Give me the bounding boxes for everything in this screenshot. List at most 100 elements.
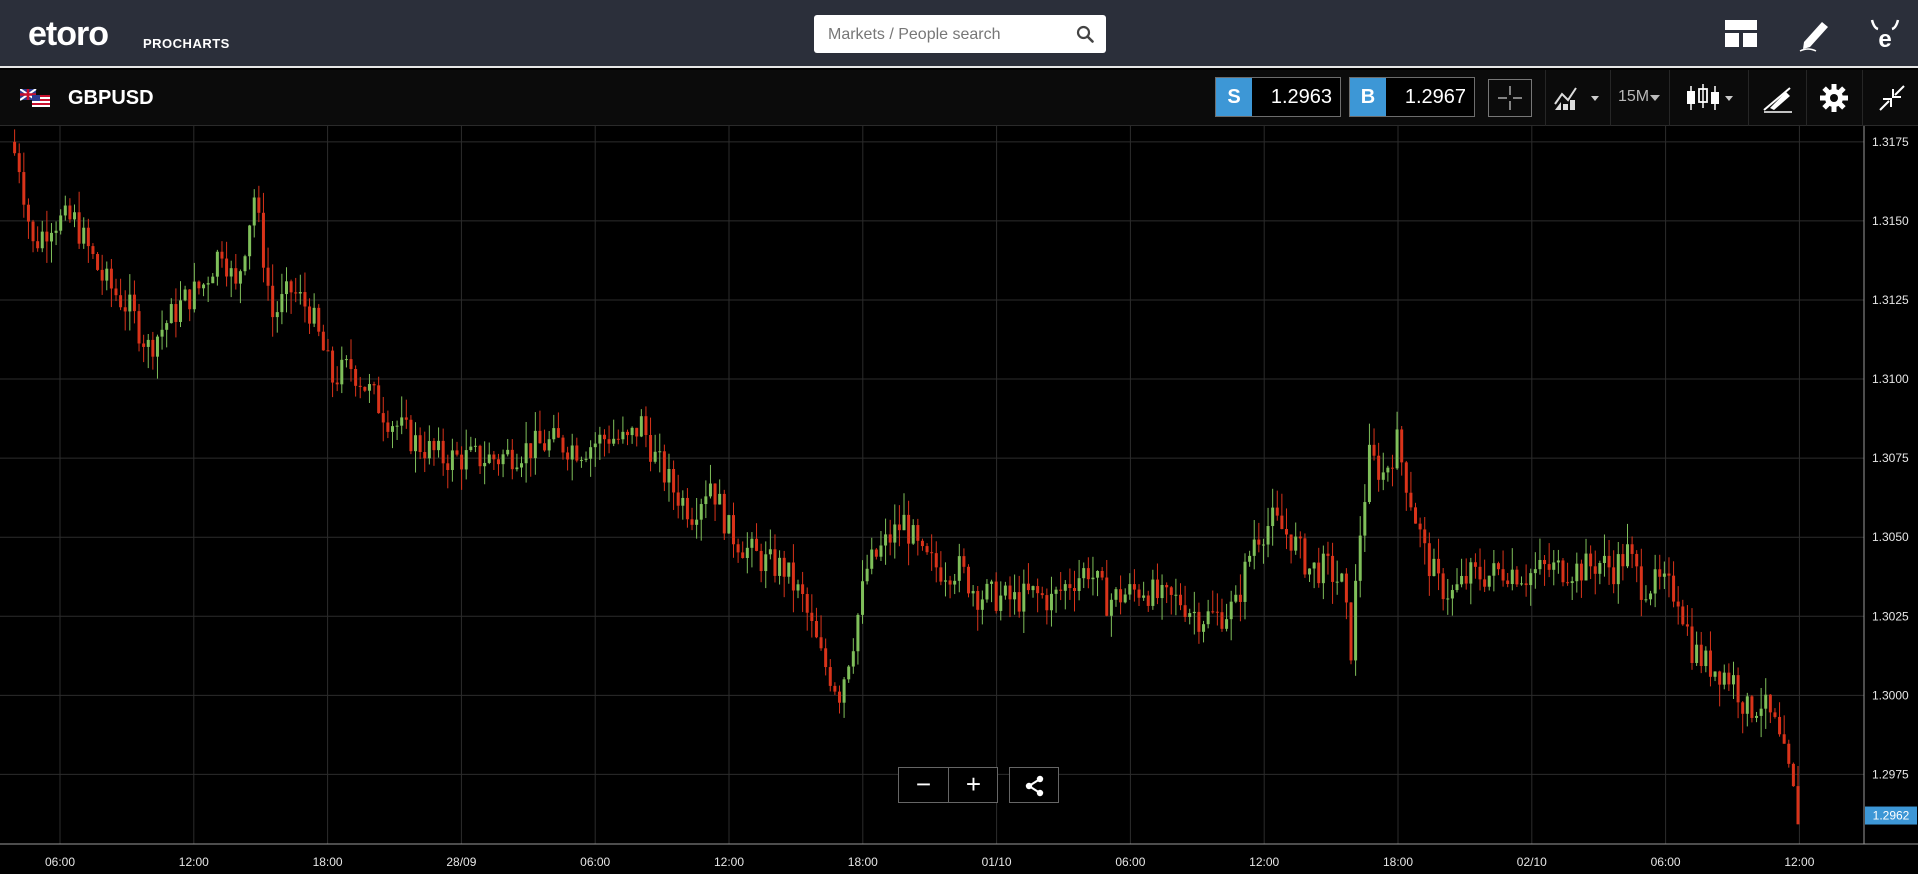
candle-body xyxy=(773,549,777,576)
candle-body xyxy=(1778,716,1782,735)
candle-body xyxy=(1386,467,1390,473)
candle-body xyxy=(575,445,579,461)
candle-body xyxy=(561,437,565,453)
candle-body xyxy=(234,268,238,284)
candle-body xyxy=(1192,611,1196,614)
candle-body xyxy=(529,443,533,459)
x-tick-label: 12:00 xyxy=(714,855,744,869)
candle-body xyxy=(36,241,40,249)
candle-body xyxy=(1625,544,1629,567)
candle-body xyxy=(727,515,731,534)
crosshair-button[interactable] xyxy=(1488,79,1532,117)
candle-body xyxy=(515,467,519,470)
y-tick-label: 1.3175 xyxy=(1872,135,1909,149)
candle-body xyxy=(759,550,763,572)
candle-body xyxy=(73,212,77,220)
candle-body xyxy=(252,197,256,226)
x-tick-label: 06:00 xyxy=(1115,855,1145,869)
candle-body xyxy=(510,449,514,470)
candle-body xyxy=(248,225,252,257)
pencil-icon[interactable] xyxy=(1796,16,1834,52)
candle-body xyxy=(1165,584,1169,588)
candle-body xyxy=(676,492,680,506)
search-input[interactable] xyxy=(814,15,1080,55)
candle-body xyxy=(275,312,279,318)
candle-body xyxy=(1284,528,1288,535)
candle-body xyxy=(308,306,312,324)
candle-body xyxy=(1708,650,1712,677)
search-icon[interactable] xyxy=(1076,25,1094,43)
candle-body xyxy=(404,417,408,420)
candle-body xyxy=(331,350,335,383)
candle-body xyxy=(192,281,196,310)
candle-body xyxy=(543,443,547,451)
candle-body xyxy=(957,556,961,581)
candle-body xyxy=(96,254,100,270)
candle-body xyxy=(851,651,855,667)
candle-body xyxy=(238,271,242,284)
etoro-user-icon[interactable]: e xyxy=(1866,16,1904,52)
share-button[interactable] xyxy=(1009,767,1059,803)
candle-body xyxy=(570,445,574,460)
candle-body xyxy=(653,451,657,462)
etoro-logo[interactable]: etoro xyxy=(28,15,109,53)
candle-body xyxy=(1363,502,1367,536)
sell-button[interactable]: S 1.2963 xyxy=(1215,77,1341,117)
candle-body xyxy=(893,524,897,543)
candle-body xyxy=(1137,589,1141,598)
candle-body xyxy=(1612,567,1616,585)
candle-body xyxy=(386,422,390,432)
candle-body xyxy=(874,549,878,557)
candle-body xyxy=(243,256,247,272)
candle-body xyxy=(1040,593,1044,596)
candle-body xyxy=(478,445,482,467)
candle-body xyxy=(861,581,865,615)
candle-body xyxy=(1561,560,1565,583)
candle-body xyxy=(612,438,616,444)
candle-body xyxy=(179,300,183,322)
x-tick-label: 12:00 xyxy=(179,855,209,869)
candle-body xyxy=(1543,559,1547,565)
candle-body xyxy=(1151,579,1155,606)
candle-body xyxy=(1478,566,1482,580)
layout-icon[interactable] xyxy=(1722,16,1760,52)
search-box[interactable] xyxy=(814,15,1106,55)
candle-body xyxy=(335,382,339,385)
candle-body xyxy=(1635,553,1639,567)
candle-body xyxy=(1556,560,1560,563)
zoom-in-button[interactable]: + xyxy=(965,769,982,799)
price-chart[interactable]: 1.3175 1.3150 1.3125 1.3100 1.3075 1.3050 1.30… xyxy=(0,126,1918,874)
interval-chevron-down-icon[interactable] xyxy=(1650,94,1660,102)
candle-body xyxy=(764,554,768,572)
candle-body xyxy=(215,251,219,277)
x-tick-label: 06:00 xyxy=(1651,855,1681,869)
candle-body xyxy=(649,435,653,462)
zoom-out-button[interactable]: − xyxy=(899,768,949,802)
candle-body xyxy=(340,359,344,385)
indicators-icon[interactable] xyxy=(1552,80,1602,116)
candle-body xyxy=(801,584,805,595)
candle-body xyxy=(446,463,450,471)
collapse-icon[interactable] xyxy=(1874,80,1910,116)
candle-body xyxy=(796,584,800,591)
candle-body xyxy=(833,685,837,692)
candlestick-chart-type-icon[interactable] xyxy=(1684,80,1740,116)
interval-selector[interactable]: 15M xyxy=(1618,88,1650,105)
gear-icon[interactable] xyxy=(1817,80,1851,116)
candle-body xyxy=(589,447,593,459)
candle-body xyxy=(381,413,385,423)
candle-body xyxy=(409,419,413,452)
top-bar: etoro PROCHARTS e xyxy=(0,0,1918,68)
drawing-tools-icon[interactable] xyxy=(1760,80,1796,116)
candle-body xyxy=(1308,568,1312,575)
candle-body xyxy=(303,292,307,307)
candle-body xyxy=(1510,569,1514,585)
buy-button[interactable]: B 1.2967 xyxy=(1349,77,1475,117)
candle-body xyxy=(1114,589,1118,600)
candle-body xyxy=(741,552,745,558)
candle-body xyxy=(473,445,477,447)
candle-body xyxy=(1340,573,1344,582)
candle-body xyxy=(1483,579,1487,587)
candle-body xyxy=(667,468,671,483)
candle-body xyxy=(1086,568,1090,580)
